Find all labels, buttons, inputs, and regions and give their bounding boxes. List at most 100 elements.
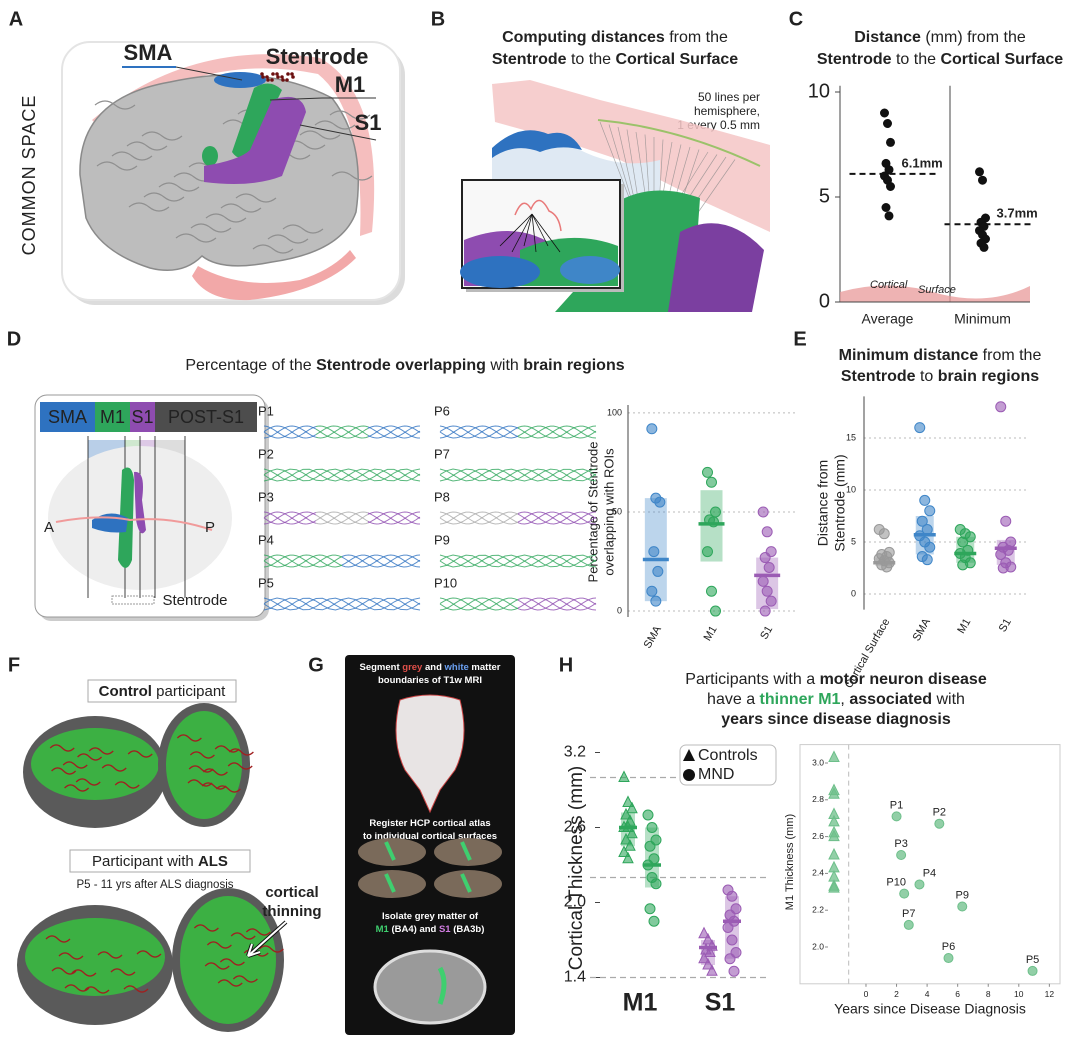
- point: [919, 494, 931, 506]
- point: [644, 840, 656, 852]
- region-label: M1: [335, 72, 366, 97]
- stentrode-dot: [275, 72, 279, 76]
- stentrode-wave: [439, 511, 519, 525]
- stentrode-wave: [315, 511, 369, 525]
- y-axis-label: Cortical Thickness (mm): [566, 766, 587, 970]
- point: [759, 552, 771, 564]
- plot-frame: [799, 744, 1061, 985]
- stentrode-dot: [270, 78, 274, 82]
- pipeline-step: boundaries of T1w MRI: [378, 675, 482, 686]
- cortex: [180, 896, 276, 1024]
- point: [995, 548, 1007, 560]
- point: [828, 881, 840, 893]
- panel-title-part: Stentrode: [492, 51, 567, 68]
- point: [646, 423, 658, 435]
- pipeline-step-part: to individual cortical surfaces: [363, 831, 497, 842]
- y-tick-label: 5: [819, 185, 830, 207]
- annotation: thinning: [262, 903, 321, 920]
- point: [1000, 515, 1012, 527]
- y-tick-label: 2.8: [812, 794, 824, 804]
- side-label: COMMON SPACE: [19, 95, 39, 256]
- x-tick-label: M1: [955, 617, 973, 636]
- panel-title-part: Stentrode overlapping: [316, 357, 486, 374]
- point: [650, 595, 662, 607]
- point: [642, 859, 654, 871]
- x-tick-label: 4: [925, 989, 930, 999]
- participant-label: P9: [434, 532, 450, 547]
- anterior-label: A: [44, 519, 54, 536]
- point: [702, 546, 713, 558]
- participant-label: P8: [434, 489, 450, 504]
- point-label: P10: [886, 877, 906, 889]
- point: [880, 108, 889, 118]
- y-tick-label: 50: [612, 506, 622, 516]
- point: [891, 811, 902, 822]
- x-tick-label: S1: [705, 989, 736, 1017]
- sulcus: [206, 941, 232, 949]
- stentrode-wave: [263, 425, 317, 439]
- panel-title-part: years since disease diagnosis: [721, 711, 951, 728]
- inset-line: [511, 213, 533, 253]
- point: [710, 605, 721, 617]
- stentrode-wave: [263, 554, 343, 568]
- cortex: [166, 711, 242, 819]
- point: [828, 847, 840, 860]
- sulcus: [88, 747, 114, 755]
- sulcus: [51, 767, 77, 775]
- stentrode-dot: [271, 72, 275, 76]
- panel-title-part: from the: [665, 29, 728, 46]
- stentrode-wave: [341, 554, 421, 568]
- arrow: [247, 921, 287, 957]
- atlas-region: [460, 841, 472, 861]
- point: [698, 951, 710, 964]
- chart-title: Minimum distance from the: [839, 347, 1042, 364]
- gyrus: [314, 120, 356, 130]
- y-tick-label: 2.4: [812, 868, 824, 878]
- sulcus: [101, 764, 127, 772]
- panel-title-part: with: [486, 357, 523, 374]
- x-tick-label: 6: [955, 989, 960, 999]
- sulcus: [97, 951, 123, 959]
- point: [646, 585, 658, 597]
- chart-title-part: Stentrode: [817, 51, 892, 68]
- point: [883, 119, 892, 128]
- panel-title-part: Percentage of the: [185, 357, 316, 374]
- stentrode-wave: [517, 597, 597, 611]
- chart-title: Stentrode to brain regions: [841, 368, 1039, 385]
- atlas-region: [384, 873, 396, 893]
- surface-label: Cortical: [870, 279, 908, 291]
- point: [726, 890, 738, 902]
- x-tick-label: 2: [894, 989, 899, 999]
- gyrus: [235, 193, 277, 203]
- gyrus: [299, 130, 341, 140]
- x-axis-label: Years since Disease Diagnosis: [834, 1001, 1026, 1017]
- panel-title-part: associated: [849, 691, 932, 708]
- stentrode-wave: [341, 554, 421, 568]
- atlas-region: [460, 873, 472, 893]
- point: [903, 919, 914, 930]
- point: [921, 554, 933, 566]
- x-tick-label: SMA: [642, 623, 665, 650]
- y-tick-label: 15: [846, 432, 856, 442]
- point: [620, 832, 632, 845]
- stentrode-wave: [439, 468, 597, 482]
- point: [964, 531, 976, 543]
- y-tick-label: 2.6: [564, 819, 586, 836]
- panel-title: Participants with a motor neuron disease: [685, 671, 987, 688]
- stentrode-wave: [517, 425, 597, 439]
- stentrode-wave: [263, 597, 421, 611]
- stentrode-wave: [263, 468, 421, 482]
- pipeline-step: Isolate grey matter of: [382, 911, 479, 922]
- point-label: P4: [923, 867, 936, 879]
- panel-title-part: brain regions: [523, 357, 624, 374]
- x-tick-label: Minimum: [954, 311, 1011, 327]
- distance-line: [661, 141, 673, 201]
- leader: [299, 124, 377, 141]
- pipeline-step-part: grey: [402, 662, 423, 673]
- legend-marker: [683, 769, 695, 781]
- point: [644, 903, 656, 915]
- point: [706, 585, 717, 597]
- s1-strip: [134, 471, 146, 534]
- point: [765, 595, 777, 607]
- point-label: P6: [942, 941, 955, 953]
